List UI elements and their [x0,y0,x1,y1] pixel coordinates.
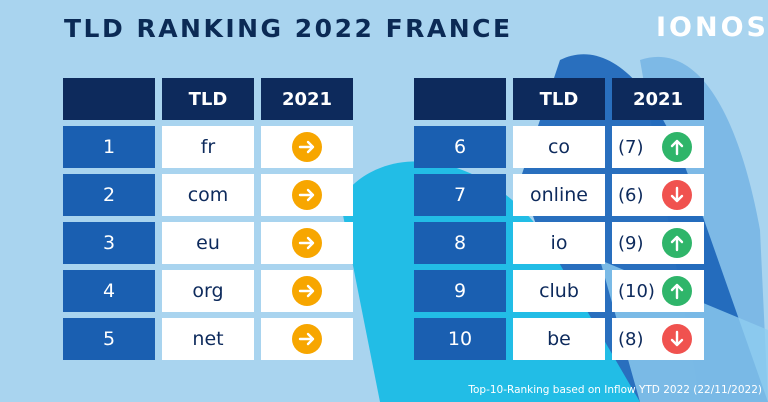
arrow-down-icon [662,180,692,210]
trend-cell: (7) [612,126,704,168]
rank-cell: 3 [63,222,155,264]
tld-cell: eu [162,222,254,264]
arrow-up-icon [662,276,692,306]
previous-rank: (10) [618,280,655,302]
ionos-logo: IONOS [656,12,768,43]
arrow-up-icon [662,132,692,162]
trend-cell: (6) [612,174,704,216]
arrow-right-icon [292,180,322,210]
arrow-right-icon [292,228,322,258]
previous-rank: (7) [618,136,644,158]
page-title: TLD RANKING 2022 FRANCE [64,14,513,43]
arrow-right-icon [292,132,322,162]
arrow-right-icon [292,276,322,306]
trend-cell: (10) [612,270,704,312]
arrow-up-icon [662,228,692,258]
footer-note: Top-10-Ranking based on Inflow YTD 2022 … [468,384,762,396]
tld-cell: com [162,174,254,216]
tld-cell: club [513,270,605,312]
rank-cell: 6 [414,126,506,168]
arrow-right-icon [292,324,322,354]
trend-cell [261,126,353,168]
tld-cell: net [162,318,254,360]
header-cell: TLD [162,78,254,120]
header-cell: 2021 [261,78,353,120]
header-cell [63,78,155,120]
tld-cell: fr [162,126,254,168]
tld-cell: be [513,318,605,360]
tld-cell: org [162,270,254,312]
rank-cell: 7 [414,174,506,216]
rank-cell: 1 [63,126,155,168]
trend-cell: (8) [612,318,704,360]
previous-rank: (8) [618,328,644,350]
rank-cell: 5 [63,318,155,360]
rank-cell: 10 [414,318,506,360]
header-cell [414,78,506,120]
header-cell: 2021 [612,78,704,120]
arrow-down-icon [662,324,692,354]
trend-cell [261,270,353,312]
header-cell: TLD [513,78,605,120]
rank-cell: 4 [63,270,155,312]
tld-cell: co [513,126,605,168]
rank-cell: 8 [414,222,506,264]
rank-cell: 2 [63,174,155,216]
rank-cell: 9 [414,270,506,312]
tld-cell: io [513,222,605,264]
trend-cell [261,222,353,264]
previous-rank: (9) [618,232,644,254]
tld-cell: online [513,174,605,216]
previous-rank: (6) [618,184,644,206]
trend-cell [261,174,353,216]
trend-cell [261,318,353,360]
trend-cell: (9) [612,222,704,264]
